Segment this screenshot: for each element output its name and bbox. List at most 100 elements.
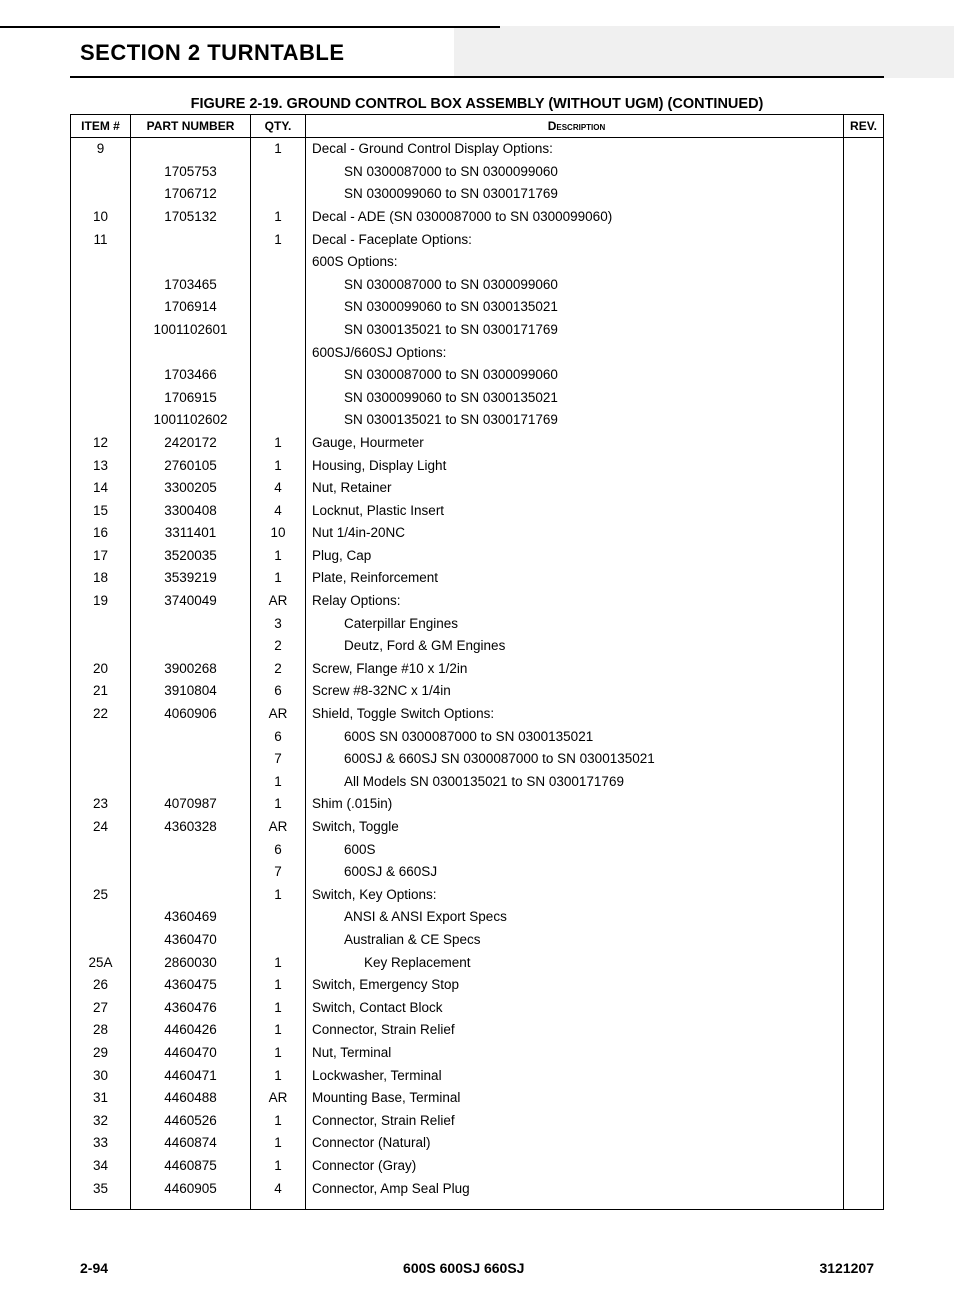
table-row: 1All Models SN 0300135021 to SN 03001717…	[71, 771, 884, 794]
table-cell	[131, 725, 251, 748]
table-cell: Shim (.015in)	[306, 793, 844, 816]
table-cell: 10	[71, 206, 131, 229]
table-cell	[251, 183, 306, 206]
table-row: 1433002054Nut, Retainer	[71, 477, 884, 500]
footer-model: 600S 600SJ 660SJ	[403, 1260, 524, 1276]
table-row: 2139108046Screw #8-32NC x 1/4in	[71, 680, 884, 703]
table-cell: 19	[71, 590, 131, 613]
table-cell	[844, 138, 884, 161]
table-cell	[71, 748, 131, 771]
table-cell	[131, 251, 251, 274]
table-cell	[844, 454, 884, 477]
table-cell: 600S SN 0300087000 to SN 0300135021	[306, 725, 844, 748]
table-cell	[844, 816, 884, 839]
table-cell	[844, 477, 884, 500]
table-cell: 26	[71, 974, 131, 997]
table-cell: 1	[251, 793, 306, 816]
table-cell	[844, 861, 884, 884]
table-cell	[844, 635, 884, 658]
table-cell: 6	[251, 680, 306, 703]
table-cell	[844, 997, 884, 1020]
table-cell: 2420172	[131, 432, 251, 455]
table-cell: 33	[71, 1132, 131, 1155]
table-row: 1735200351Plug, Cap	[71, 545, 884, 568]
table-row: 1705753SN 0300087000 to SN 0300099060	[71, 161, 884, 184]
table-cell: Shield, Toggle Switch Options:	[306, 703, 844, 726]
table-row: 1835392191Plate, Reinforcement	[71, 567, 884, 590]
table-cell: Decal - Ground Control Display Options:	[306, 138, 844, 161]
table-cell	[844, 251, 884, 274]
table-row: 1706712SN 0300099060 to SN 0300171769	[71, 183, 884, 206]
table-row: 4360469ANSI & ANSI Export Specs	[71, 906, 884, 929]
table-cell	[251, 161, 306, 184]
table-row: 1224201721Gauge, Hourmeter	[71, 432, 884, 455]
table-cell: Nut, Retainer	[306, 477, 844, 500]
table-cell: AR	[251, 1087, 306, 1110]
table-row: 2340709871Shim (.015in)	[71, 793, 884, 816]
table-cell: Australian & CE Specs	[306, 929, 844, 952]
table-cell	[844, 500, 884, 523]
table-cell: 2760105	[131, 454, 251, 477]
table-cell: 12	[71, 432, 131, 455]
table-cell	[844, 1064, 884, 1087]
table-cell: Nut, Terminal	[306, 1042, 844, 1065]
table-cell: Connector, Strain Relief	[306, 1110, 844, 1133]
table-cell: SN 0300087000 to SN 0300099060	[306, 364, 844, 387]
header-qty: QTY.	[251, 115, 306, 138]
table-cell: 1	[251, 997, 306, 1020]
table-row: 4360470Australian & CE Specs	[71, 929, 884, 952]
table-cell: Switch, Contact Block	[306, 997, 844, 1020]
table-row: 1533004084Locknut, Plastic Insert	[71, 500, 884, 523]
table-cell: 4	[251, 1177, 306, 1200]
header-part: PART NUMBER	[131, 115, 251, 138]
table-cell	[844, 703, 884, 726]
table-cell: 32	[71, 1110, 131, 1133]
table-cell	[844, 1087, 884, 1110]
table-cell	[71, 635, 131, 658]
table-cell: Deutz, Ford & GM Engines	[306, 635, 844, 658]
table-cell	[844, 771, 884, 794]
table-cell	[251, 251, 306, 274]
table-cell: 4460471	[131, 1064, 251, 1087]
table-cell: 1	[251, 206, 306, 229]
table-cell: 35	[71, 1177, 131, 1200]
table-row: 7600SJ & 660SJ	[71, 861, 884, 884]
table-cell	[844, 206, 884, 229]
table-cell: 2	[251, 635, 306, 658]
table-cell	[251, 929, 306, 952]
table-cell: Gauge, Hourmeter	[306, 432, 844, 455]
table-cell: 2860030	[131, 951, 251, 974]
table-cell: 4	[251, 500, 306, 523]
table-cell: 1	[251, 771, 306, 794]
table-cell	[844, 567, 884, 590]
table-cell: 6	[251, 725, 306, 748]
table-cell	[251, 906, 306, 929]
table-cell: 4360475	[131, 974, 251, 997]
table-cell: 3311401	[131, 522, 251, 545]
header-rev: REV.	[844, 115, 884, 138]
table-cell: Connector (Natural)	[306, 1132, 844, 1155]
table-header-row: ITEM # PART NUMBER QTY. Description REV.	[71, 115, 884, 138]
table-cell: 31	[71, 1087, 131, 1110]
table-cell: 3539219	[131, 567, 251, 590]
table-cell	[251, 319, 306, 342]
parts-table: ITEM # PART NUMBER QTY. Description REV.…	[70, 114, 884, 1210]
table-cell: Switch, Toggle	[306, 816, 844, 839]
table-cell	[844, 296, 884, 319]
table-cell	[844, 1110, 884, 1133]
table-cell: 1705753	[131, 161, 251, 184]
table-cell: SN 0300099060 to SN 0300135021	[306, 387, 844, 410]
table-cell	[844, 1042, 884, 1065]
table-row: 1706914SN 0300099060 to SN 0300135021	[71, 296, 884, 319]
table-cell: Caterpillar Engines	[306, 612, 844, 635]
table-cell: Key Replacement	[306, 951, 844, 974]
table-cell: 600S Options:	[306, 251, 844, 274]
table-cell: Relay Options:	[306, 590, 844, 613]
table-cell: 23	[71, 793, 131, 816]
table-cell: AR	[251, 590, 306, 613]
table-cell: 3740049	[131, 590, 251, 613]
table-cell: 4460470	[131, 1042, 251, 1065]
table-cell: 4060906	[131, 703, 251, 726]
table-cell: 17	[71, 545, 131, 568]
table-cell	[131, 138, 251, 161]
